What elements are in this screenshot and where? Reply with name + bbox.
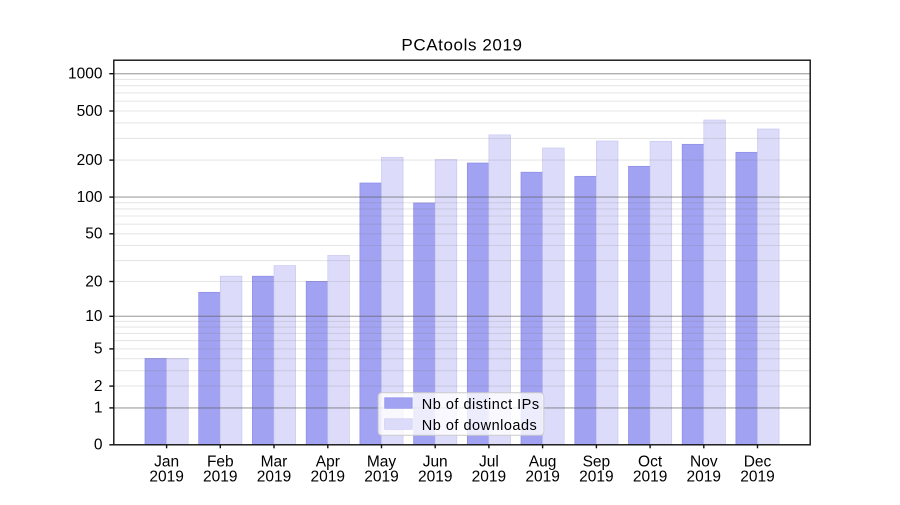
svg-text:50: 50 xyxy=(85,226,103,243)
svg-text:PCAtools 2019: PCAtools 2019 xyxy=(401,36,522,55)
svg-text:Sep: Sep xyxy=(583,454,611,471)
svg-text:2019: 2019 xyxy=(687,469,721,486)
svg-text:2019: 2019 xyxy=(311,469,345,486)
svg-text:Jan: Jan xyxy=(154,454,179,471)
svg-text:1000: 1000 xyxy=(68,66,103,83)
svg-text:Apr: Apr xyxy=(316,454,340,471)
svg-text:2019: 2019 xyxy=(633,469,667,486)
svg-text:2019: 2019 xyxy=(149,469,183,486)
svg-text:2019: 2019 xyxy=(525,469,559,486)
svg-text:Oct: Oct xyxy=(638,454,663,471)
svg-text:2: 2 xyxy=(94,378,103,395)
svg-text:500: 500 xyxy=(77,103,103,120)
svg-text:Jun: Jun xyxy=(423,454,448,471)
svg-text:20: 20 xyxy=(85,273,103,290)
svg-text:Mar: Mar xyxy=(261,454,288,471)
svg-text:Nov: Nov xyxy=(690,454,718,471)
svg-text:1: 1 xyxy=(94,400,103,417)
svg-text:Dec: Dec xyxy=(744,454,772,471)
svg-text:2019: 2019 xyxy=(418,469,452,486)
svg-text:2019: 2019 xyxy=(364,469,398,486)
svg-text:100: 100 xyxy=(77,189,103,206)
svg-text:May: May xyxy=(367,454,397,471)
svg-text:5: 5 xyxy=(94,341,103,358)
svg-text:Jul: Jul xyxy=(479,454,499,471)
svg-text:2019: 2019 xyxy=(257,469,291,486)
svg-text:Aug: Aug xyxy=(529,454,557,471)
svg-text:200: 200 xyxy=(77,152,103,169)
svg-text:Nb of downloads: Nb of downloads xyxy=(422,418,538,434)
svg-text:2019: 2019 xyxy=(472,469,506,486)
svg-text:2019: 2019 xyxy=(203,469,237,486)
svg-text:0: 0 xyxy=(94,437,103,454)
svg-text:Nb of distinct IPs: Nb of distinct IPs xyxy=(422,397,540,413)
svg-text:2019: 2019 xyxy=(740,469,774,486)
svg-text:2019: 2019 xyxy=(579,469,613,486)
svg-text:10: 10 xyxy=(85,308,103,325)
svg-text:Feb: Feb xyxy=(207,454,234,471)
